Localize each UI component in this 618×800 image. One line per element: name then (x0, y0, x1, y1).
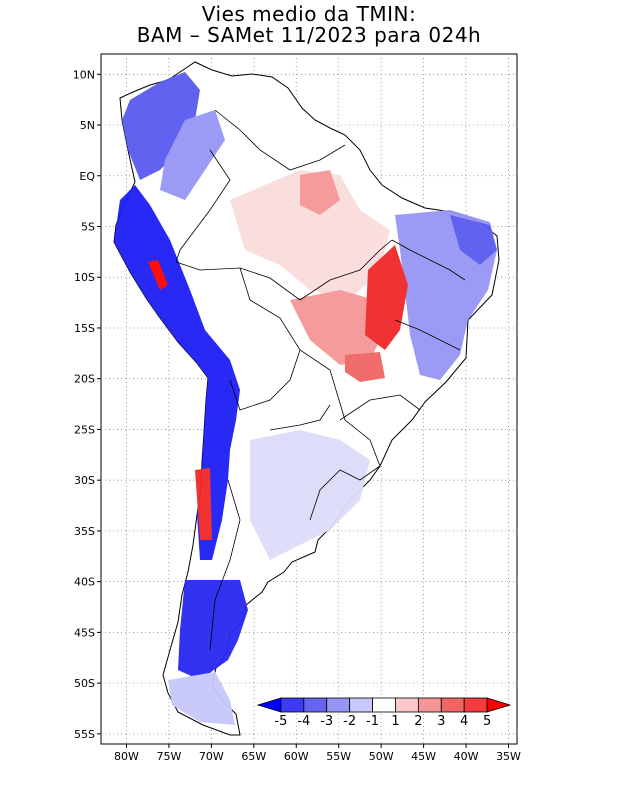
colorbar-label: 3 (437, 714, 445, 729)
lat-tick-label: EQ (79, 170, 95, 183)
colorbar-right-arrow (486, 697, 512, 713)
lat-tick-label: 45S (74, 626, 95, 639)
lon-tick-label: 45W (411, 750, 436, 763)
bias-shading (114, 72, 497, 725)
colorbar: -5 -4 -3 -2 -1 1 2 3 4 5 (256, 697, 512, 729)
map-title-line-1: Vies medio da TMIN: (201, 2, 417, 26)
andes-negative-bias (114, 185, 240, 560)
colorbar-swatch (372, 697, 396, 713)
country-borders (175, 109, 466, 651)
colorbar-swatch (280, 697, 305, 713)
colorbar-label: -4 (297, 714, 310, 729)
tierra-del-fuego-light-negative (168, 672, 235, 725)
lat-tick-label: 50S (74, 677, 95, 690)
longitude-axis: 80W 75W 70W 65W 60W 55W 50W 45W 40W 35W (114, 744, 521, 763)
lon-tick-label: 50W (369, 750, 394, 763)
colorbar-swatch (417, 697, 442, 713)
lat-tick-label: 10N (73, 68, 95, 81)
colorbar-label: -2 (343, 714, 356, 729)
colorbar-swatch (440, 697, 465, 713)
patagonia-negative-bias (178, 580, 248, 680)
colorbar-label: -1 (366, 714, 379, 729)
lon-tick-label: 55W (326, 750, 351, 763)
lon-tick-label: 35W (496, 750, 521, 763)
tocantins-strong-positive (365, 245, 408, 350)
colorbar-label: -5 (274, 714, 287, 729)
colorbar-label: -3 (320, 714, 333, 729)
lat-tick-label: 40S (74, 576, 95, 589)
colorbar-label: 2 (414, 714, 422, 729)
lat-tick-label: 20S (74, 373, 95, 386)
colorbar-swatch (303, 697, 328, 713)
lon-tick-label: 70W (199, 750, 224, 763)
amazon-positive-core (300, 170, 340, 215)
central-brazil-positive (290, 290, 385, 365)
lon-tick-label: 75W (156, 750, 181, 763)
southern-cone-light-negative (250, 430, 370, 560)
lat-tick-label: 5N (80, 119, 95, 132)
colorbar-swatch (326, 697, 351, 713)
amazon-light-positive (230, 170, 390, 300)
colorbar-label: 5 (483, 714, 491, 729)
colorbar-swatch (463, 697, 488, 713)
colorbar-swatch (349, 697, 373, 713)
lon-tick-label: 80W (114, 750, 139, 763)
southeast-positive (345, 352, 385, 382)
chile-positive-streak (195, 468, 212, 540)
colombia-light-negative (160, 110, 225, 200)
latitude-axis: 10N 5N EQ 5S 10S 15S 20S 25S 30S 35S 40S 45S 50S 55S (73, 68, 101, 741)
northeast-coast-negative (450, 215, 497, 265)
lat-tick-label: 55S (74, 728, 95, 741)
colorbar-label: 1 (391, 714, 399, 729)
colorbar-swatch (395, 697, 419, 713)
lon-tick-label: 40W (454, 750, 479, 763)
lat-tick-label: 35S (74, 525, 95, 538)
map-title-line-2: BAM – SAMet 11/2023 para 024h (136, 23, 482, 47)
lon-tick-label: 60W (284, 750, 309, 763)
colorbar-label: 4 (460, 714, 468, 729)
lat-tick-label: 10S (74, 271, 95, 284)
northwest-negative-bias (122, 72, 200, 180)
lat-tick-label: 5S (81, 221, 95, 234)
lat-tick-label: 25S (74, 423, 95, 436)
lon-tick-label: 65W (241, 750, 266, 763)
peru-positive-streak (148, 260, 168, 290)
lat-tick-label: 30S (74, 474, 95, 487)
lat-tick-label: 15S (74, 322, 95, 335)
